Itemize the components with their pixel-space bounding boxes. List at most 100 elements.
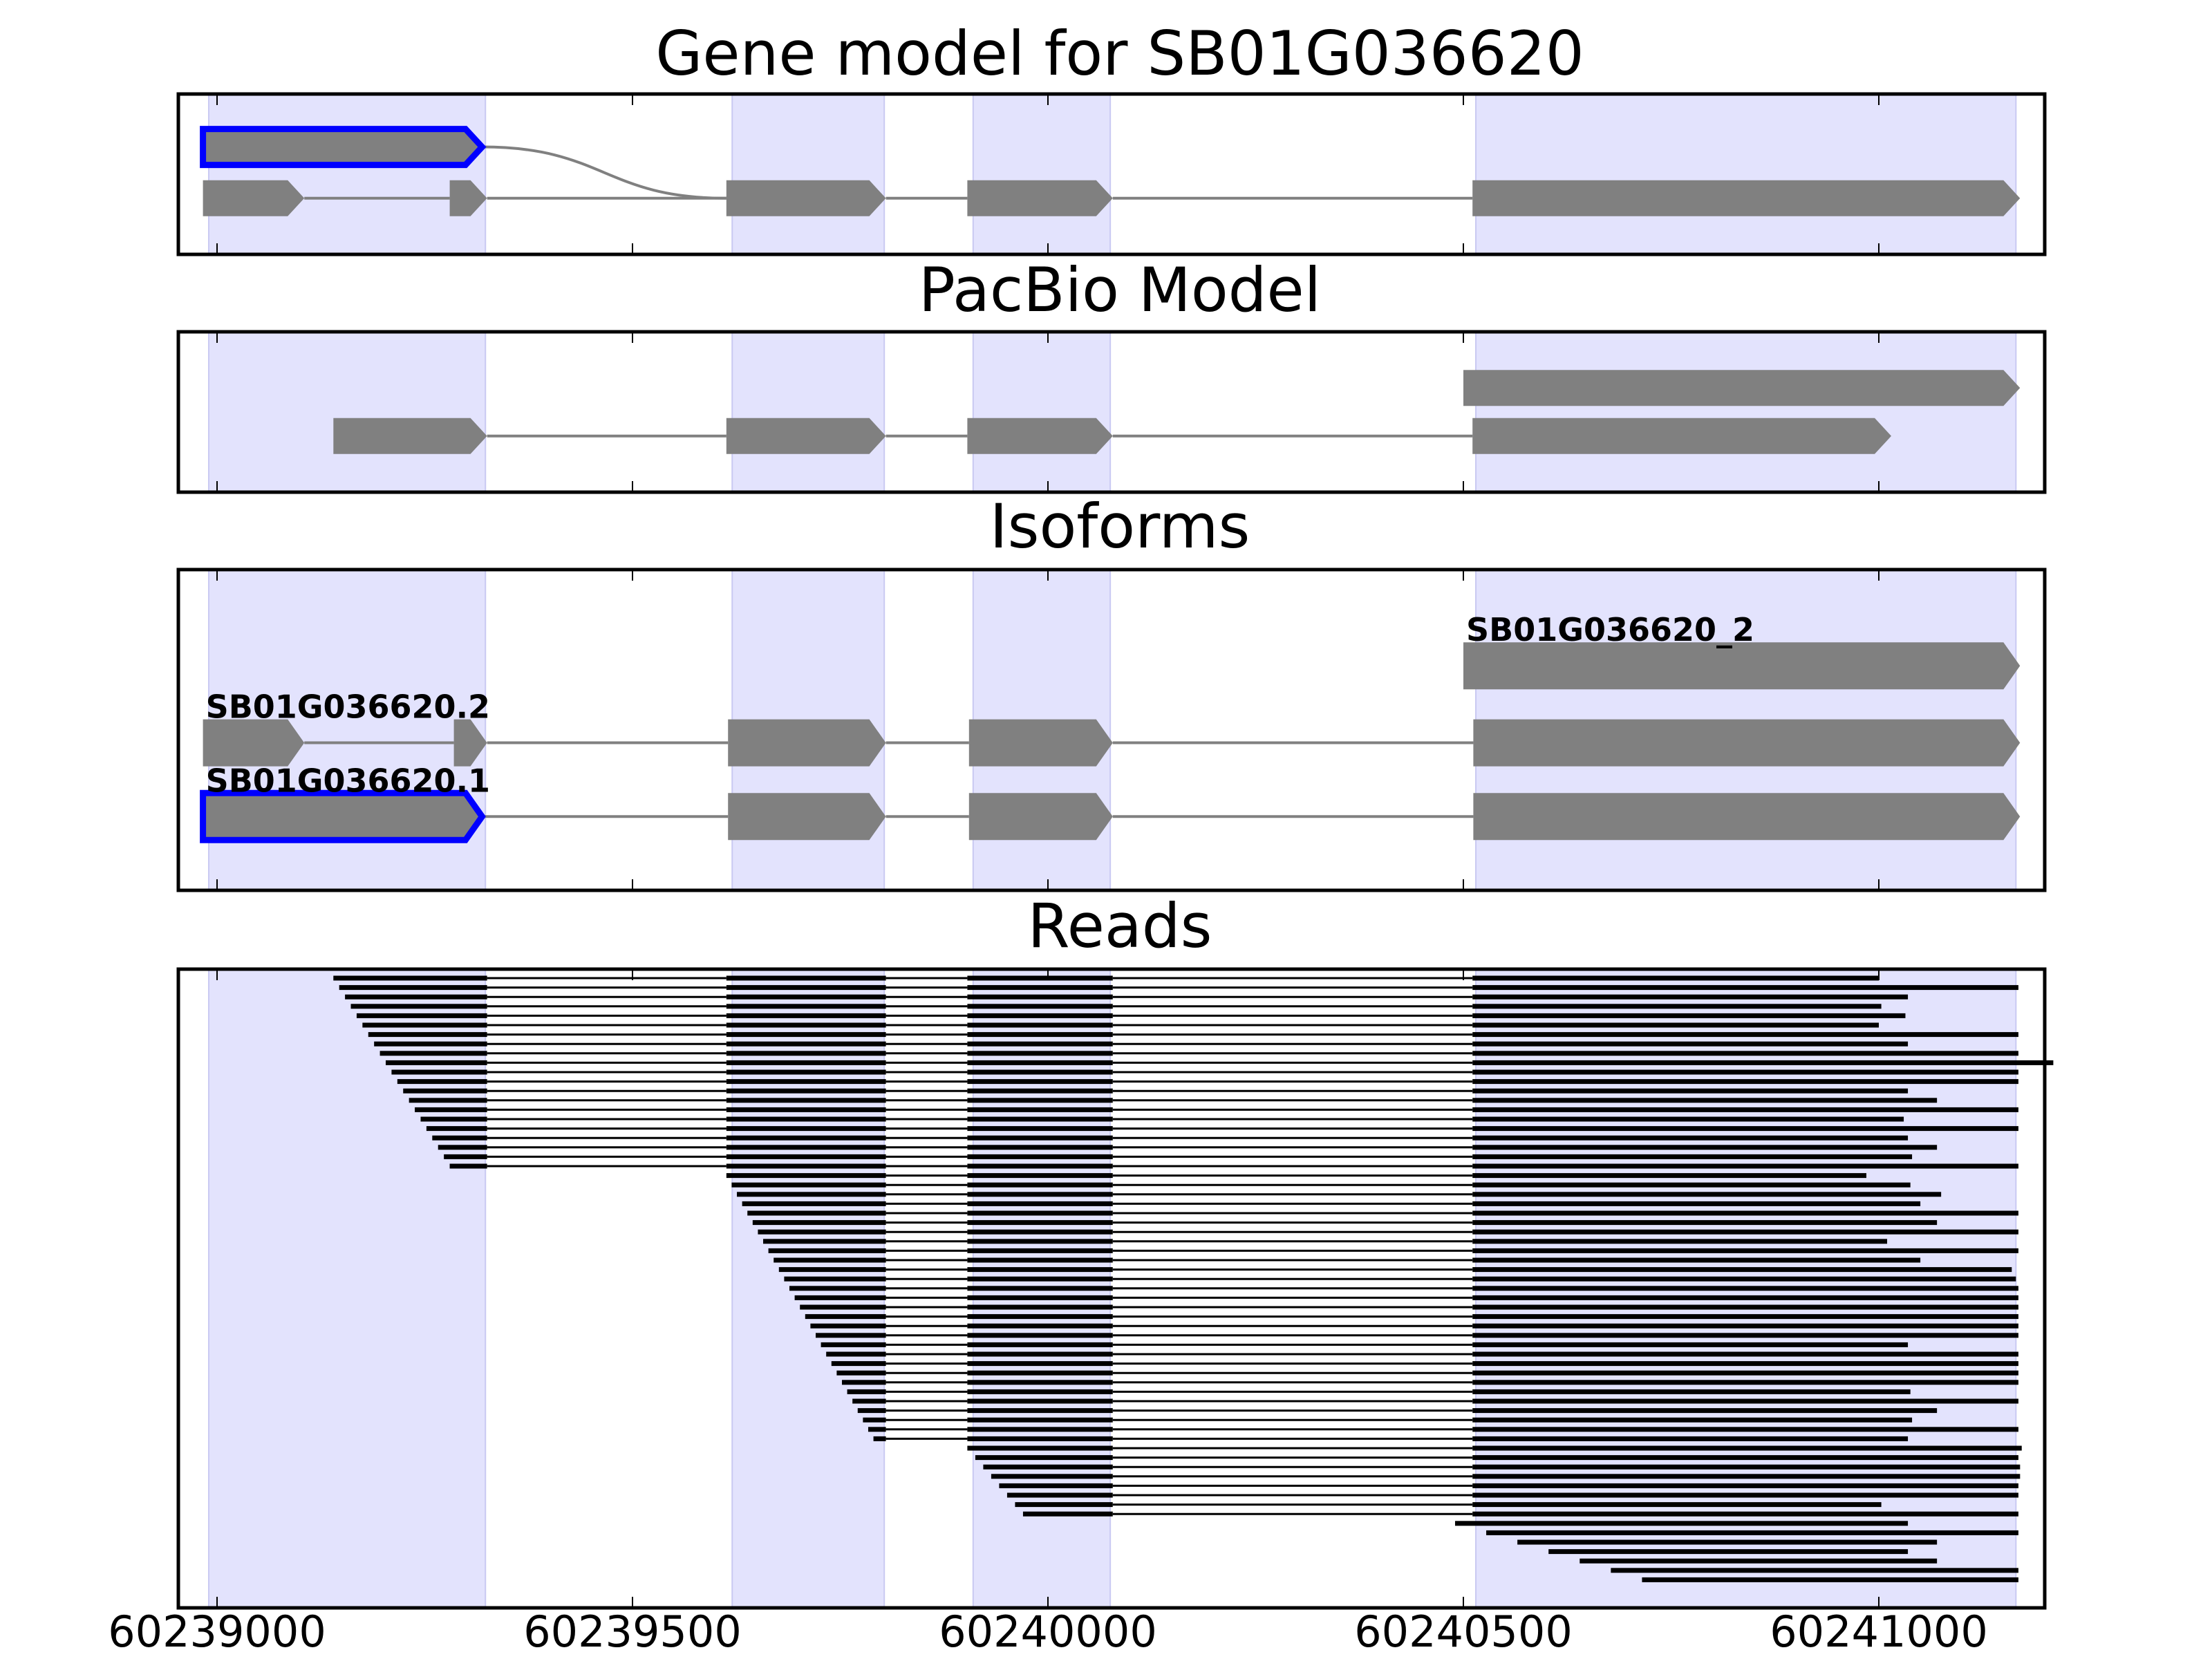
read-block bbox=[778, 1267, 886, 1273]
read-block bbox=[967, 1041, 1113, 1047]
reads-title: Reads bbox=[1028, 890, 1212, 962]
read-block bbox=[967, 1192, 1113, 1197]
reads-panel: Reads bbox=[176, 890, 2054, 1610]
read-block bbox=[826, 1351, 886, 1357]
read-block bbox=[784, 1276, 886, 1282]
read-block bbox=[967, 1116, 1113, 1122]
read-block bbox=[1015, 1502, 1113, 1508]
exon-band bbox=[207, 93, 487, 255]
read-block bbox=[726, 975, 886, 981]
read-block bbox=[1472, 1427, 2018, 1432]
read-block bbox=[726, 1079, 886, 1085]
exon-block bbox=[1472, 180, 2021, 216]
read-block bbox=[967, 1135, 1113, 1141]
read-block bbox=[1472, 1248, 2018, 1253]
read-block bbox=[726, 1126, 886, 1132]
read-block bbox=[1472, 1210, 2018, 1216]
pacbio-model-title: PacBio Model bbox=[919, 254, 1321, 326]
read-block bbox=[1472, 1408, 1938, 1414]
read-block bbox=[836, 1370, 886, 1376]
read-block bbox=[726, 1041, 886, 1047]
read-block bbox=[1472, 1502, 1882, 1508]
exon-block bbox=[1472, 418, 1891, 454]
exon-band bbox=[731, 331, 885, 493]
read-block bbox=[967, 1182, 1113, 1188]
panel-frame bbox=[176, 330, 2047, 494]
read-block bbox=[868, 1427, 886, 1432]
read-block bbox=[967, 1389, 1113, 1394]
x-tick-label: 60239500 bbox=[523, 1606, 742, 1657]
read-block bbox=[726, 1116, 886, 1122]
exon-band bbox=[1475, 331, 2017, 493]
read-block bbox=[967, 1398, 1113, 1404]
read-block bbox=[1472, 1436, 1909, 1441]
read-block bbox=[967, 1060, 1113, 1065]
exon-band bbox=[972, 331, 1112, 493]
read-block bbox=[863, 1417, 886, 1423]
read-block bbox=[967, 1220, 1113, 1226]
read-block bbox=[967, 1267, 1113, 1273]
exon-block bbox=[1463, 370, 2021, 406]
read-block bbox=[726, 1154, 886, 1159]
read-block bbox=[967, 1145, 1113, 1150]
read-block bbox=[1472, 1370, 2018, 1376]
read-block bbox=[1472, 1361, 2018, 1367]
read-block bbox=[967, 1380, 1113, 1385]
read-block bbox=[967, 1436, 1113, 1441]
read-block bbox=[397, 1079, 487, 1085]
read-block bbox=[362, 1022, 487, 1028]
exon-block bbox=[203, 719, 305, 767]
read-block bbox=[768, 1248, 886, 1253]
read-block bbox=[967, 1304, 1113, 1310]
exon-band bbox=[972, 93, 1112, 255]
read-block bbox=[967, 1079, 1113, 1085]
read-block bbox=[1472, 1079, 2018, 1085]
read-block bbox=[1472, 1022, 1879, 1028]
read-block bbox=[967, 1445, 1113, 1451]
read-block bbox=[1472, 1295, 2018, 1300]
read-block bbox=[1472, 1229, 2018, 1235]
read-block bbox=[726, 1051, 886, 1056]
read-block bbox=[967, 1004, 1113, 1009]
read-block bbox=[967, 1032, 1113, 1038]
read-block bbox=[432, 1135, 487, 1141]
read-block bbox=[967, 1239, 1113, 1244]
read-block bbox=[726, 1013, 886, 1018]
read-block bbox=[1472, 1492, 2018, 1498]
read-block bbox=[967, 1229, 1113, 1235]
read-block bbox=[967, 1154, 1113, 1159]
read-block bbox=[967, 1107, 1113, 1112]
read-block bbox=[379, 1051, 487, 1056]
read-block bbox=[726, 1060, 886, 1065]
panel-frame bbox=[176, 92, 2047, 256]
read-block bbox=[1611, 1568, 2018, 1573]
read-block bbox=[794, 1295, 886, 1300]
read-block bbox=[1642, 1577, 2018, 1582]
read-block bbox=[350, 1004, 487, 1009]
read-block bbox=[726, 1145, 886, 1150]
isoform-label: SB01G036620.2 bbox=[206, 688, 490, 726]
read-block bbox=[983, 1464, 1113, 1470]
read-block bbox=[737, 1192, 886, 1197]
exon-block bbox=[453, 719, 487, 767]
read-block bbox=[726, 994, 886, 1000]
read-block bbox=[967, 1163, 1113, 1169]
read-block bbox=[774, 1257, 886, 1263]
read-block bbox=[967, 1022, 1113, 1028]
read-block bbox=[967, 1427, 1113, 1432]
read-block bbox=[1472, 1173, 1866, 1179]
exon-block bbox=[203, 180, 305, 216]
read-block bbox=[847, 1389, 886, 1394]
read-block bbox=[1472, 1464, 2021, 1470]
read-block bbox=[873, 1436, 886, 1441]
read-block bbox=[726, 1032, 886, 1038]
read-block bbox=[726, 1135, 886, 1141]
read-block bbox=[967, 1210, 1113, 1216]
x-tick-label: 60241000 bbox=[1770, 1606, 1988, 1657]
read-block bbox=[1472, 1201, 1921, 1206]
exon-block bbox=[968, 719, 1113, 767]
read-block bbox=[731, 1182, 886, 1188]
read-block bbox=[1472, 1032, 2018, 1038]
read-block bbox=[1517, 1539, 1938, 1545]
exon-block bbox=[967, 418, 1113, 454]
